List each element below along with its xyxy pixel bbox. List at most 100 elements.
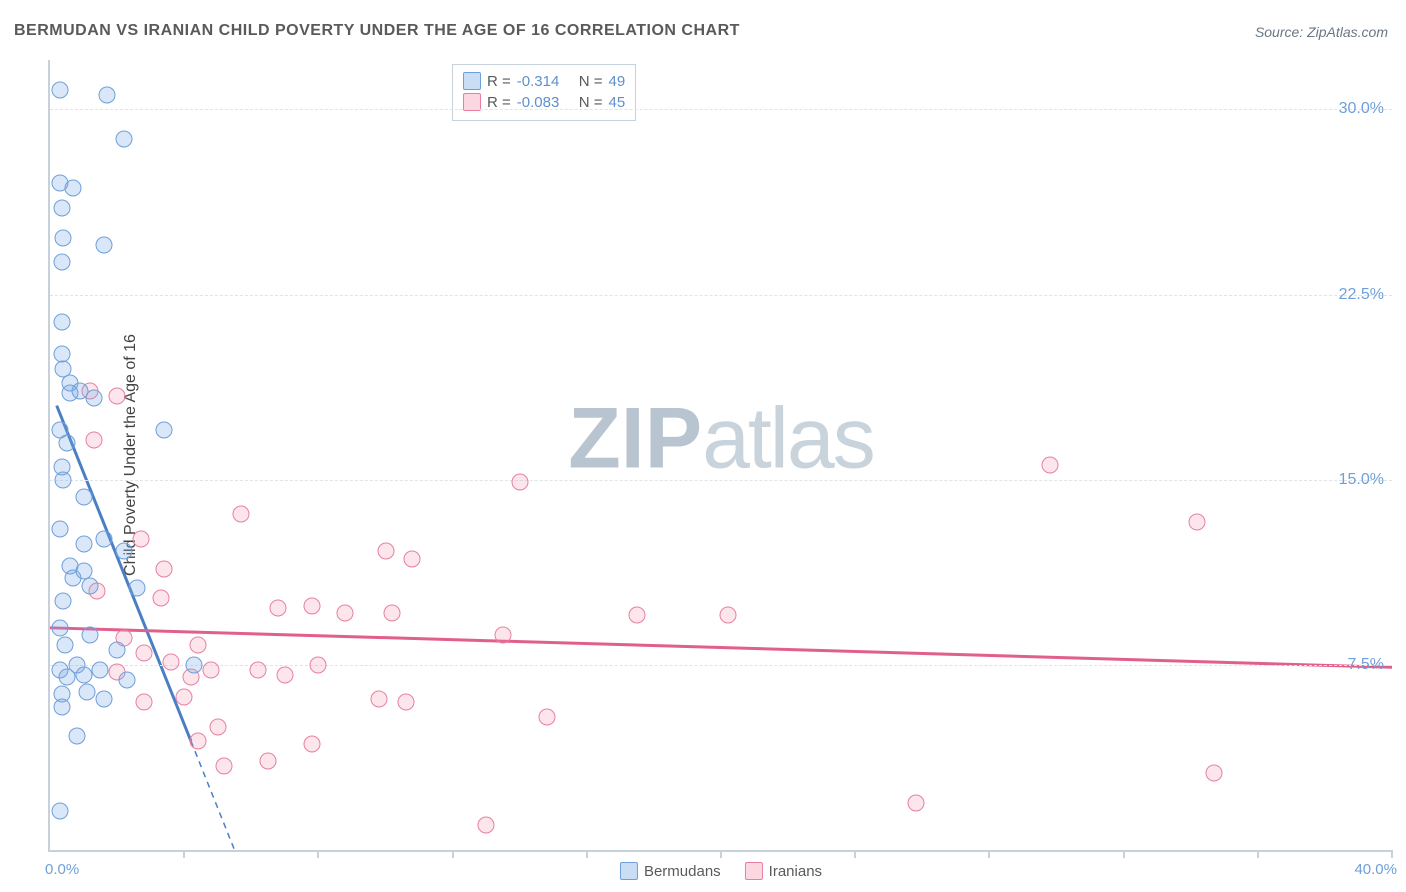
data-point: [176, 688, 193, 705]
y-tick-label: 7.5%: [1348, 656, 1384, 674]
data-point: [310, 656, 327, 673]
gridline: [50, 480, 1392, 481]
plot-area: Child Poverty Under the Age of 16 ZIPatl…: [48, 60, 1392, 852]
stats-r-label: R =: [487, 94, 511, 111]
stats-r-label: R =: [487, 73, 511, 90]
data-point: [719, 607, 736, 624]
stats-row-iranians: R = -0.083 N = 45: [463, 93, 625, 111]
data-point: [135, 644, 152, 661]
data-point: [270, 600, 287, 617]
legend-label: Iranians: [769, 863, 822, 880]
stats-n-value: 45: [609, 94, 626, 111]
data-point: [109, 387, 126, 404]
data-point: [75, 666, 92, 683]
legend: Bermudans Iranians: [620, 862, 822, 880]
y-tick-label: 15.0%: [1339, 471, 1384, 489]
data-point: [55, 471, 72, 488]
data-point: [52, 521, 69, 538]
gridline: [50, 109, 1392, 110]
data-point: [132, 530, 149, 547]
data-point: [82, 577, 99, 594]
data-point: [62, 385, 79, 402]
data-point: [95, 530, 112, 547]
x-axis-label-min: 0.0%: [45, 861, 79, 878]
x-tick: [317, 850, 319, 858]
x-tick: [1257, 850, 1259, 858]
x-axis-label-max: 40.0%: [1354, 861, 1397, 878]
chart-container: BERMUDAN VS IRANIAN CHILD POVERTY UNDER …: [0, 0, 1406, 892]
legend-label: Bermudans: [644, 863, 721, 880]
legend-item-iranians: Iranians: [745, 862, 822, 880]
swatch-blue-icon: [463, 72, 481, 90]
data-point: [377, 543, 394, 560]
data-point: [52, 81, 69, 98]
stats-r-value: -0.083: [517, 94, 573, 111]
data-point: [156, 422, 173, 439]
swatch-blue-icon: [620, 862, 638, 880]
data-point: [53, 254, 70, 271]
legend-item-bermudans: Bermudans: [620, 862, 721, 880]
data-point: [404, 550, 421, 567]
data-point: [629, 607, 646, 624]
data-point: [478, 817, 495, 834]
x-tick: [1123, 850, 1125, 858]
x-tick: [183, 850, 185, 858]
stats-n-label: N =: [579, 73, 603, 90]
data-point: [115, 131, 132, 148]
data-point: [907, 795, 924, 812]
data-point: [203, 661, 220, 678]
data-point: [129, 580, 146, 597]
data-point: [68, 728, 85, 745]
data-point: [538, 708, 555, 725]
source-label: Source: ZipAtlas.com: [1255, 24, 1388, 40]
x-tick: [1391, 850, 1393, 858]
data-point: [152, 590, 169, 607]
data-point: [189, 637, 206, 654]
data-point: [511, 474, 528, 491]
data-point: [92, 661, 109, 678]
data-point: [156, 560, 173, 577]
data-point: [1206, 765, 1223, 782]
data-point: [276, 666, 293, 683]
data-point: [78, 684, 95, 701]
stats-n-value: 49: [609, 73, 626, 90]
data-point: [337, 605, 354, 622]
data-point: [1189, 513, 1206, 530]
data-point: [115, 543, 132, 560]
data-point: [303, 735, 320, 752]
stats-row-bermudans: R = -0.314 N = 49: [463, 72, 625, 90]
data-point: [233, 506, 250, 523]
data-point: [82, 627, 99, 644]
data-point: [1041, 456, 1058, 473]
data-point: [85, 432, 102, 449]
x-tick: [854, 850, 856, 858]
data-point: [397, 693, 414, 710]
data-point: [53, 313, 70, 330]
data-point: [57, 637, 74, 654]
swatch-pink-icon: [463, 93, 481, 111]
data-point: [260, 753, 277, 770]
data-point: [75, 535, 92, 552]
data-point: [370, 691, 387, 708]
data-point: [109, 642, 126, 659]
data-point: [55, 229, 72, 246]
data-point: [384, 605, 401, 622]
x-tick: [452, 850, 454, 858]
data-point: [135, 693, 152, 710]
plot-svg: [50, 60, 1392, 850]
data-point: [52, 619, 69, 636]
data-point: [53, 698, 70, 715]
x-tick: [586, 850, 588, 858]
data-point: [55, 592, 72, 609]
data-point: [189, 733, 206, 750]
data-point: [494, 627, 511, 644]
data-point: [95, 237, 112, 254]
data-point: [52, 802, 69, 819]
data-point: [65, 180, 82, 197]
data-point: [75, 488, 92, 505]
chart-title: BERMUDAN VS IRANIAN CHILD POVERTY UNDER …: [14, 22, 740, 40]
data-point: [209, 718, 226, 735]
y-tick-label: 22.5%: [1339, 286, 1384, 304]
data-point: [99, 86, 116, 103]
data-point: [58, 434, 75, 451]
